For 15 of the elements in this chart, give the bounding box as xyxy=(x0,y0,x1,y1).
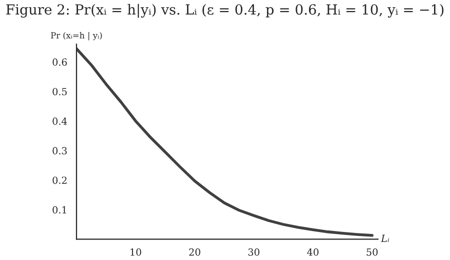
y-axis-title: Pr (xᵢ=h | yᵢ) xyxy=(50,32,102,40)
x-tick-label: 50 xyxy=(366,248,378,256)
x-axis-title: Lᵢ xyxy=(380,234,390,242)
x-tick-label: 20 xyxy=(189,248,200,256)
y-tick-label: 0.5 xyxy=(52,88,67,96)
y-tick-label: 0.1 xyxy=(52,206,66,214)
y-tick-label: 0.2 xyxy=(52,176,67,184)
y-tick-label: 0.6 xyxy=(52,58,67,66)
chart-title: Figure 2: Pr(xᵢ = h|yᵢ) vs. Lᵢ (ε = 0.4, p = 0.6, Hᵢ = 10, yᵢ = −1) xyxy=(6,4,444,18)
x-tick-label: 40 xyxy=(307,248,319,256)
line-series xyxy=(76,47,374,237)
x-tick-label: 10 xyxy=(130,248,142,256)
x-tick-label: 30 xyxy=(248,248,260,256)
y-tick-label: 0.3 xyxy=(52,147,67,154)
y-tick-label: 0.4 xyxy=(52,117,67,125)
